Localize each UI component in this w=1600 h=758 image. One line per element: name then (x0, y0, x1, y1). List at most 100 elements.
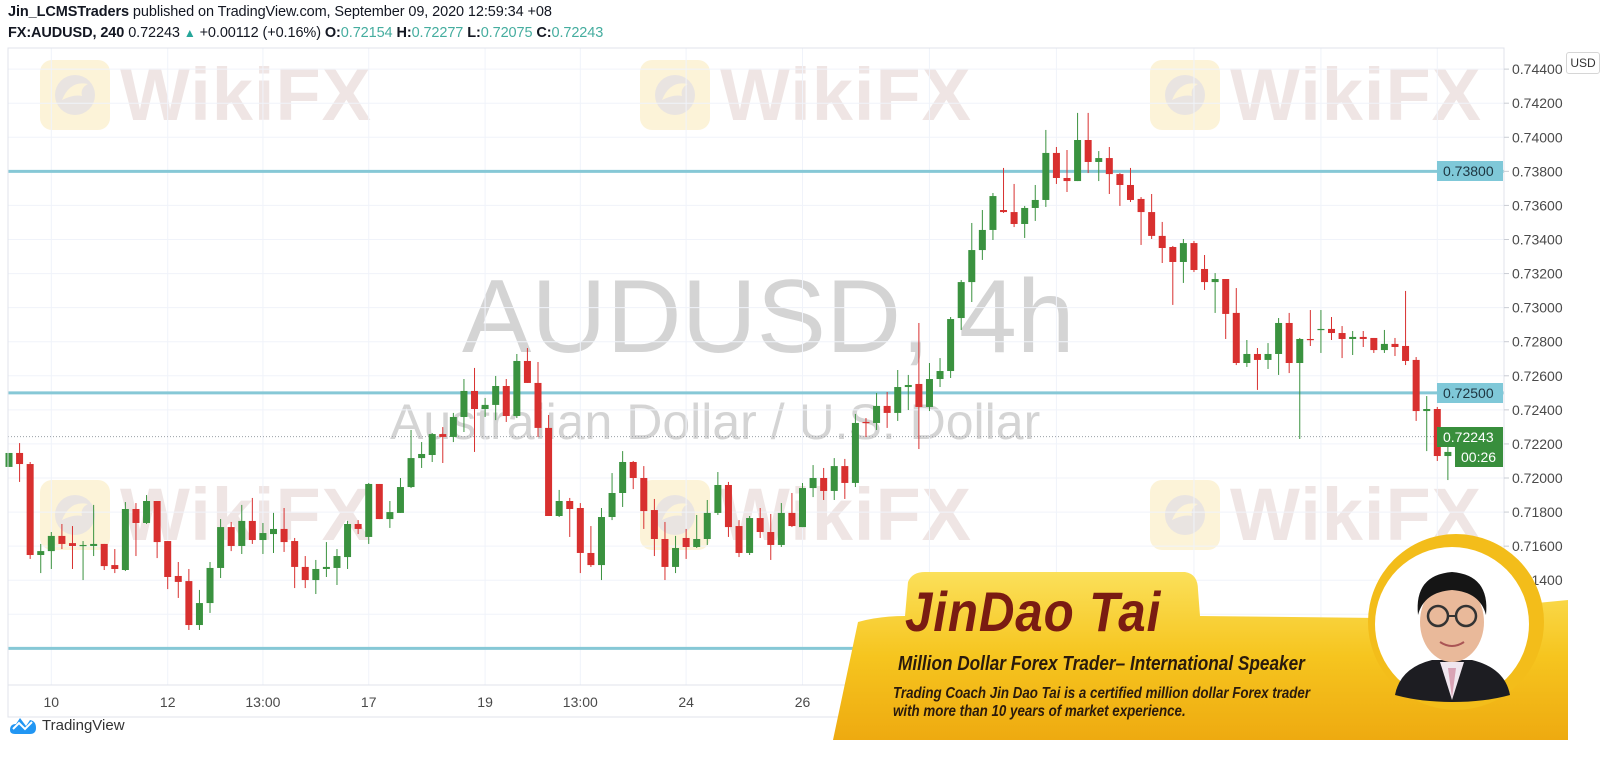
candle-body (947, 319, 955, 372)
candle-down (788, 492, 796, 528)
candle-body (587, 552, 595, 566)
price-tick-label: 0.71800 (1512, 504, 1563, 520)
candle-up (1021, 205, 1029, 238)
candle-body (841, 466, 849, 483)
candle-body (5, 452, 13, 467)
candle-body (523, 360, 531, 383)
candle-up (597, 507, 605, 581)
candle-body (1338, 333, 1346, 339)
current-price-label: 0.72243 (1437, 426, 1503, 447)
candle-body (714, 484, 722, 513)
candle-down (1000, 167, 1008, 213)
candle-body (449, 417, 457, 437)
candle-body (650, 510, 658, 539)
candle-body (153, 501, 161, 543)
candle-up (1349, 330, 1357, 356)
candle-down (280, 507, 288, 552)
price-tick-label: 0.72400 (1512, 402, 1563, 418)
open-label: O: (324, 25, 341, 41)
candle-down (164, 541, 172, 590)
candle-body (1243, 353, 1251, 364)
candle-body (672, 548, 680, 567)
candle-body (492, 386, 500, 405)
candle-up (47, 532, 55, 569)
candle-down (1052, 146, 1060, 184)
candle-up (407, 429, 415, 489)
author-name[interactable]: Jin_LCMSTraders (8, 4, 129, 20)
candle-body (354, 524, 362, 529)
candle-body (576, 507, 584, 553)
price-tick-label: 0.72000 (1512, 470, 1563, 486)
candle-body (1190, 243, 1198, 270)
currency-button[interactable]: USD (1566, 52, 1600, 74)
candle-body (481, 404, 489, 410)
candle-body (68, 543, 76, 546)
candle-body (259, 533, 267, 541)
candle-down (545, 414, 553, 516)
low-label: L: (467, 25, 481, 41)
candle-body (185, 581, 193, 626)
candle-up (259, 522, 267, 554)
price-tick-label: 0.71000 (1512, 640, 1563, 656)
candle-up (1423, 396, 1431, 452)
candle-body (58, 535, 66, 544)
candle-body (1158, 235, 1166, 249)
candle-up (894, 369, 902, 421)
candle-body (1253, 353, 1261, 360)
tradingview-icon (10, 718, 36, 734)
candle-body (936, 371, 944, 380)
candle-up (1275, 318, 1283, 375)
candle-body (629, 461, 637, 479)
candle-down (375, 483, 383, 520)
candle-body (735, 526, 743, 553)
time-tick-label: 19 (477, 694, 493, 710)
candle-down (724, 481, 732, 537)
price-tick-label: 0.71400 (1512, 572, 1563, 588)
candle-up (333, 549, 341, 585)
price-tick-label: 0.73800 (1512, 163, 1563, 179)
candle-up (460, 379, 468, 433)
candle-body (164, 541, 172, 577)
close-label: C: (536, 25, 552, 41)
price-tick-label: 0.72600 (1512, 368, 1563, 384)
candle-body (1391, 343, 1399, 347)
candle-body (407, 458, 415, 488)
candles (5, 112, 1462, 630)
candle-down (1328, 317, 1335, 341)
candle-body (322, 566, 330, 569)
open-value: 0.72154 (340, 25, 393, 41)
candle-down (1285, 312, 1293, 374)
candle-down (174, 561, 182, 598)
tradingview-logo[interactable]: TradingView (8, 714, 125, 736)
candle-down (820, 467, 828, 500)
candle-body (597, 517, 605, 566)
candle-down (1359, 330, 1367, 347)
low-value: 0.72075 (480, 25, 533, 41)
candle-up (195, 589, 203, 630)
candle-body (174, 575, 182, 582)
candle-body (100, 543, 108, 567)
candle-up (79, 541, 87, 581)
high-value: 0.72277 (411, 25, 464, 41)
candle-body (915, 383, 923, 407)
candle-body (26, 464, 34, 556)
candle-down (1063, 150, 1071, 192)
time-axis[interactable]: 10 12 13:00 17 19 13:00 24 26 (44, 694, 811, 710)
price-tick-label: 0.74200 (1512, 95, 1563, 111)
candle-body (619, 461, 627, 493)
time-tick-label: 26 (795, 694, 811, 710)
candle-body (1000, 210, 1008, 213)
price-axis[interactable]: 0.74400 0.74200 0.74000 0.73800 0.73600 0.734… (1504, 61, 1563, 656)
candle-body (1084, 139, 1092, 162)
candle-body (1402, 345, 1410, 361)
price-tick-label: 0.72200 (1512, 436, 1563, 452)
candle-up (947, 317, 955, 378)
candle-body (439, 434, 447, 437)
candle-down (915, 322, 923, 450)
line-price-label-mid: 0.72500 (1437, 382, 1503, 403)
candle-up (851, 413, 859, 488)
candle-body (344, 524, 352, 558)
candle-body (566, 501, 574, 510)
time-tick-label: 13:00 (563, 694, 598, 710)
